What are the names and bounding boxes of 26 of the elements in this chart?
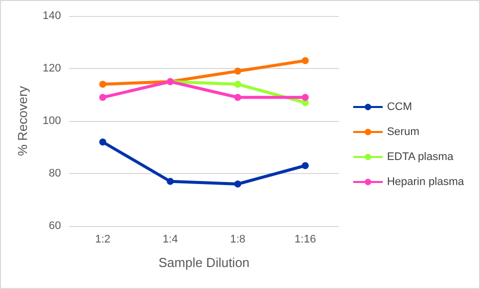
x-tick-label: 1:4 [162,234,178,246]
x-tick-label: 1:2 [95,234,110,246]
y-tick-label: 60 [48,220,61,232]
x-axis-title: Sample Dilution [158,255,250,270]
point [302,162,309,170]
y-tick-label: 80 [48,168,61,180]
point [99,138,106,146]
y-tick-label: 100 [42,115,61,127]
y-axis-title: % Recovery [15,85,30,156]
point [234,68,242,75]
point [166,178,174,185]
y-tick-label: 120 [42,62,61,74]
x-tick-label: 1:16 [294,234,316,246]
point [302,57,309,64]
legend-label: EDTA plasma [386,151,454,163]
x-tick-label: 1:8 [230,234,246,246]
point [234,94,242,101]
legend-label: Heparin plasma [386,176,465,188]
y-tick-label: 140 [42,10,61,22]
legend-label: CCM [386,101,412,113]
point [302,94,309,101]
point [99,94,106,101]
point [234,180,242,188]
legend-label: Serum [386,126,420,138]
point [234,80,242,88]
point [99,80,106,88]
